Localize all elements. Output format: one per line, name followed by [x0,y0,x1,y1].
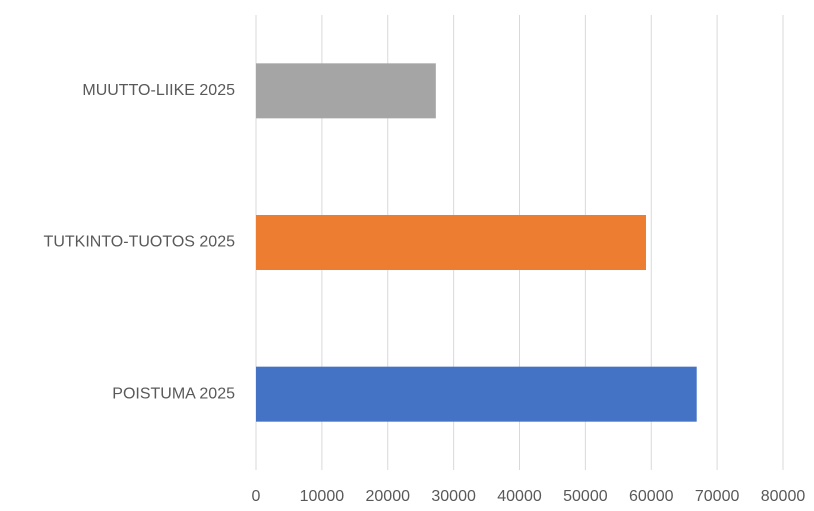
y-tick-label: MUUTTO-LIIKE 2025 [82,82,235,99]
bar [256,366,697,422]
x-tick-label: 70000 [695,488,740,505]
x-tick-label: 40000 [497,488,542,505]
x-tick-label: 60000 [629,488,674,505]
x-tick-label: 50000 [563,488,608,505]
x-tick-label: 20000 [366,488,411,505]
x-tick-label: 30000 [431,488,476,505]
x-tick-label: 80000 [761,488,806,505]
y-tick-label: TUTKINTO-TUOTOS 2025 [44,234,236,251]
bar [256,63,436,119]
x-tick-label: 0 [252,488,261,505]
y-tick-label: POISTUMA 2025 [112,385,235,402]
x-tick-label: 10000 [300,488,345,505]
bar [256,215,646,270]
